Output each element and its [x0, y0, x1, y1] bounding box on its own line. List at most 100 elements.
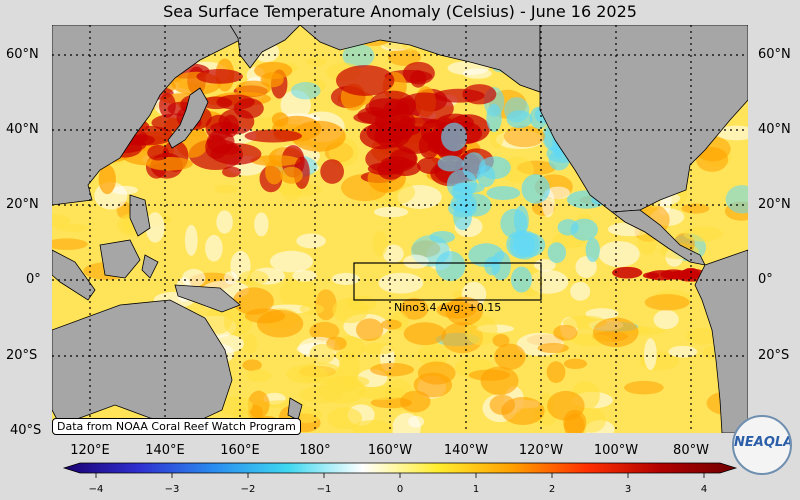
- anomaly-patch: [492, 334, 510, 348]
- anomaly-patch: [271, 112, 289, 127]
- anomaly-patch: [486, 103, 502, 133]
- anomaly-patch: [476, 165, 496, 188]
- anomaly-patch: [553, 324, 578, 341]
- lat-label-40n-right: 40°N: [758, 122, 791, 137]
- anomaly-patch: [486, 186, 521, 201]
- lon-label-140w: 140°W: [443, 443, 489, 458]
- anomaly-patch: [585, 237, 600, 263]
- colorbar: [62, 462, 738, 474]
- lon-label-80w: 80°W: [673, 443, 709, 458]
- anomaly-patch: [501, 397, 545, 426]
- anomaly-patch: [653, 309, 679, 330]
- nea-lab-logo[interactable]: NEAQLAB: [732, 415, 792, 475]
- anomaly-patch: [696, 147, 729, 172]
- anomaly-patch: [216, 396, 253, 416]
- anomaly-patch: [484, 256, 501, 276]
- anomaly-patch: [410, 70, 427, 88]
- anomaly-patch: [390, 159, 421, 177]
- anomaly-patch: [222, 166, 241, 178]
- anomaly-patch: [244, 129, 302, 143]
- anomaly-patch: [309, 321, 340, 341]
- anomaly-patch: [238, 270, 269, 286]
- anomaly-patch: [280, 166, 303, 184]
- anomaly-patch: [547, 242, 567, 264]
- colorbar-tick-label: −3: [164, 484, 180, 495]
- land-sumatra: [52, 249, 96, 301]
- anomaly-patch: [319, 375, 366, 404]
- anomaly-patch: [205, 234, 223, 262]
- land-new-guinea: [174, 284, 241, 313]
- colorbar-tick-label: 0: [396, 484, 404, 495]
- anomaly-patch: [644, 338, 657, 370]
- attribution-label: Data from NOAA Coral Reef Watch Program: [52, 418, 301, 435]
- anomaly-patch: [327, 407, 363, 430]
- anomaly-patch: [147, 145, 169, 161]
- anomaly-patch: [453, 202, 473, 231]
- lat-label-0-right: 0°: [758, 272, 773, 287]
- map-title: Sea Surface Temperature Anomaly (Celsius…: [163, 2, 637, 21]
- anomaly-patch: [546, 361, 566, 384]
- anomaly-patch: [563, 409, 587, 433]
- lat-label-20n-left: 20°N: [6, 197, 39, 212]
- anomaly-patch: [285, 364, 328, 384]
- anomaly-patch: [196, 69, 243, 84]
- anomaly-patch: [56, 223, 89, 232]
- anomaly-patch: [642, 272, 660, 279]
- anomaly-patch: [290, 82, 321, 100]
- colorbar-tick-label: −4: [88, 484, 104, 495]
- anomaly-patch: [98, 164, 116, 195]
- anomaly-patch: [429, 230, 455, 244]
- anomaly-patch: [242, 333, 258, 354]
- anomaly-patch: [296, 233, 326, 249]
- land-masses: [52, 25, 748, 433]
- anomaly-patch: [387, 48, 422, 66]
- anomaly-patch: [242, 359, 262, 371]
- lat-label-40n-left: 40°N: [6, 122, 39, 137]
- land-sulawesi: [141, 254, 159, 279]
- anomaly-patch: [320, 159, 345, 184]
- lat-label-60n-right: 60°N: [758, 47, 791, 62]
- land-borneo: [99, 239, 141, 279]
- anomaly-patch: [468, 369, 511, 381]
- logo-text: NEAQLAB: [734, 435, 790, 450]
- anomaly-patch: [336, 65, 395, 96]
- colorbar-tick-label: −1: [316, 484, 332, 495]
- anomaly-patch: [214, 184, 239, 194]
- anomaly-patch: [340, 352, 360, 382]
- lon-label-160e: 160°E: [220, 443, 260, 458]
- anomaly-patch: [413, 372, 453, 398]
- anomaly-patch: [521, 174, 550, 204]
- anomaly-patch: [378, 272, 424, 294]
- anomaly-patch: [331, 272, 360, 286]
- colorbar-tick-label: 1: [472, 484, 480, 495]
- anomaly-patch: [403, 254, 429, 269]
- anomaly-patch: [612, 266, 643, 279]
- anomaly-patch: [346, 295, 377, 312]
- anomaly-patch: [503, 125, 545, 148]
- anomaly-patch: [355, 318, 384, 342]
- anomaly-patch: [598, 241, 640, 268]
- anomaly-patch: [382, 244, 404, 264]
- anomaly-patch: [417, 343, 450, 367]
- nino34-label: Nino3.4 Avg: +0.15: [394, 301, 502, 314]
- land-north-america: [539, 25, 748, 213]
- lat-label-20s-right: 20°S: [758, 348, 790, 363]
- anomaly-patch: [299, 303, 325, 315]
- anomaly-patch: [403, 322, 447, 346]
- land-kamchatka: [229, 25, 301, 69]
- anomaly-patch: [216, 94, 255, 110]
- lon-label-180: 180°: [299, 443, 331, 458]
- lon-label-120w: 120°W: [518, 443, 564, 458]
- anomaly-patch: [145, 212, 165, 243]
- anomaly-patch: [342, 43, 375, 68]
- anomaly-patch: [292, 269, 317, 282]
- anomaly-patch: [358, 386, 406, 401]
- anomaly-patch: [260, 72, 284, 88]
- anomaly-patch: [716, 125, 748, 141]
- anomaly-patch: [244, 308, 286, 324]
- anomaly-patch: [232, 287, 274, 315]
- anomaly-patch: [437, 155, 464, 172]
- anomaly-patch: [361, 343, 395, 355]
- lat-label-20n-right: 20°N: [758, 197, 791, 212]
- anomaly-patch: [563, 358, 588, 369]
